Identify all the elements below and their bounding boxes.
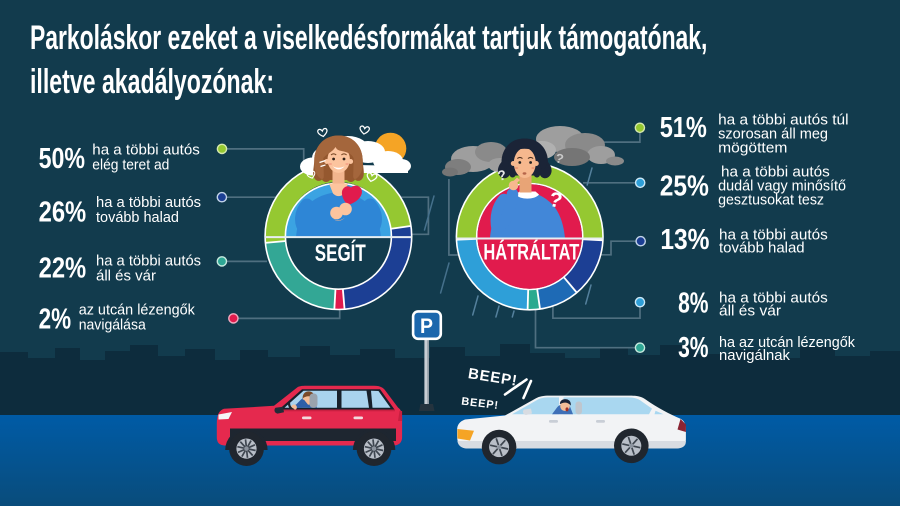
svg-text:ha a többi autós: ha a többi autós — [92, 142, 200, 159]
svg-text:?: ? — [554, 150, 565, 166]
svg-text:Parkoláskor ezeket a viselkedé: Parkoláskor ezeket a viselkedésformákat … — [30, 20, 707, 58]
svg-text:SEGÍT: SEGÍT — [315, 240, 366, 267]
svg-text:25%: 25% — [660, 170, 709, 202]
svg-text:dudál vagy minősítő: dudál vagy minősítő — [718, 178, 846, 194]
svg-text:navigálnak: navigálnak — [719, 348, 791, 364]
svg-text:HÁTRÁLTAT: HÁTRÁLTAT — [483, 239, 579, 265]
svg-text:áll és vár: áll és vár — [719, 303, 781, 319]
svg-text:mögöttem: mögöttem — [718, 140, 787, 156]
svg-text:elég teret ad: elég teret ad — [92, 157, 169, 174]
svg-text:26%: 26% — [39, 195, 87, 228]
svg-text:BEEP!: BEEP! — [461, 396, 500, 412]
svg-text:2%: 2% — [39, 304, 71, 335]
svg-text:8%: 8% — [678, 287, 708, 319]
svg-text:22%: 22% — [39, 251, 87, 284]
svg-text:áll és vár: áll és vár — [96, 267, 156, 284]
svg-text:ha a többi autós: ha a többi autós — [96, 253, 201, 269]
svg-text:szorosan áll meg: szorosan áll meg — [718, 126, 828, 142]
svg-text:ha a többi autós: ha a többi autós — [96, 195, 201, 211]
svg-text:az utcán lézengők: az utcán lézengők — [79, 302, 196, 318]
svg-text:3%: 3% — [678, 332, 708, 364]
svg-text:ha a többi autós: ha a többi autós — [719, 291, 828, 307]
svg-text:?: ? — [496, 166, 508, 184]
svg-text:ha a többi autós: ha a többi autós — [719, 228, 828, 244]
svg-text:P: P — [420, 315, 433, 338]
svg-text:?: ? — [547, 188, 564, 213]
svg-text:ha az utcán lézengők: ha az utcán lézengők — [719, 335, 856, 351]
svg-text:50%: 50% — [39, 141, 85, 174]
svg-text:gesztusokat tesz: gesztusokat tesz — [718, 192, 824, 208]
svg-text:tovább halad: tovább halad — [96, 210, 179, 226]
svg-text:ha a többi autós túl: ha a többi autós túl — [718, 112, 848, 128]
svg-text:13%: 13% — [660, 223, 709, 255]
svg-text:illetve akadályozónak:: illetve akadályozónak: — [30, 64, 274, 101]
svg-text:51%: 51% — [660, 111, 707, 144]
svg-text:tovább halad: tovább halad — [719, 241, 805, 257]
svg-text:ha a többi autós: ha a többi autós — [721, 165, 830, 181]
svg-text:navigálása: navigálása — [79, 317, 147, 334]
